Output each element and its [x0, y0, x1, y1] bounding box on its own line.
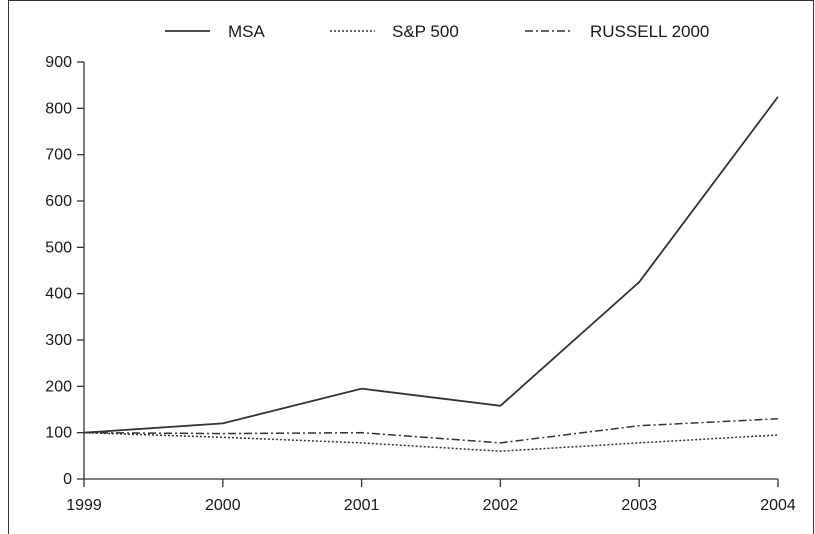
x-tick-label: 2000: [205, 497, 241, 514]
y-tick-label: 500: [45, 239, 72, 256]
series-line-msa: [83, 96, 779, 434]
series-line-s-p-500: [83, 431, 779, 452]
y-tick-label: 800: [45, 100, 72, 117]
y-tick-label: 100: [45, 425, 72, 442]
x-tick-label: 2004: [760, 497, 796, 514]
legend-label-msa: MSA: [228, 22, 266, 41]
y-tick-label: 400: [45, 286, 72, 303]
legend-label-s-p-500: S&P 500: [392, 22, 459, 41]
legend-label-russell-2000: RUSSELL 2000: [590, 22, 709, 41]
y-tick-label: 900: [45, 54, 72, 71]
y-tick-label: 0: [63, 471, 72, 488]
y-tick-label: 700: [45, 147, 72, 164]
y-tick-label: 600: [45, 193, 72, 210]
y-tick-label: 300: [45, 332, 72, 349]
x-tick-label: 1999: [66, 497, 102, 514]
chart-frame: [8, 0, 814, 534]
x-tick-label: 2001: [344, 497, 380, 514]
x-tick-label: 2003: [621, 497, 657, 514]
series-line-russell-2000: [83, 418, 779, 444]
axes: 0 100 200 300 400 500 600 700 800 900 1999 2000 2001…: [45, 54, 796, 514]
y-tick-label: 200: [45, 378, 72, 395]
x-tick-label: 2002: [483, 497, 519, 514]
series-lines: [83, 96, 779, 452]
legend: MSA S&P 500 RUSSELL 2000: [165, 22, 709, 41]
